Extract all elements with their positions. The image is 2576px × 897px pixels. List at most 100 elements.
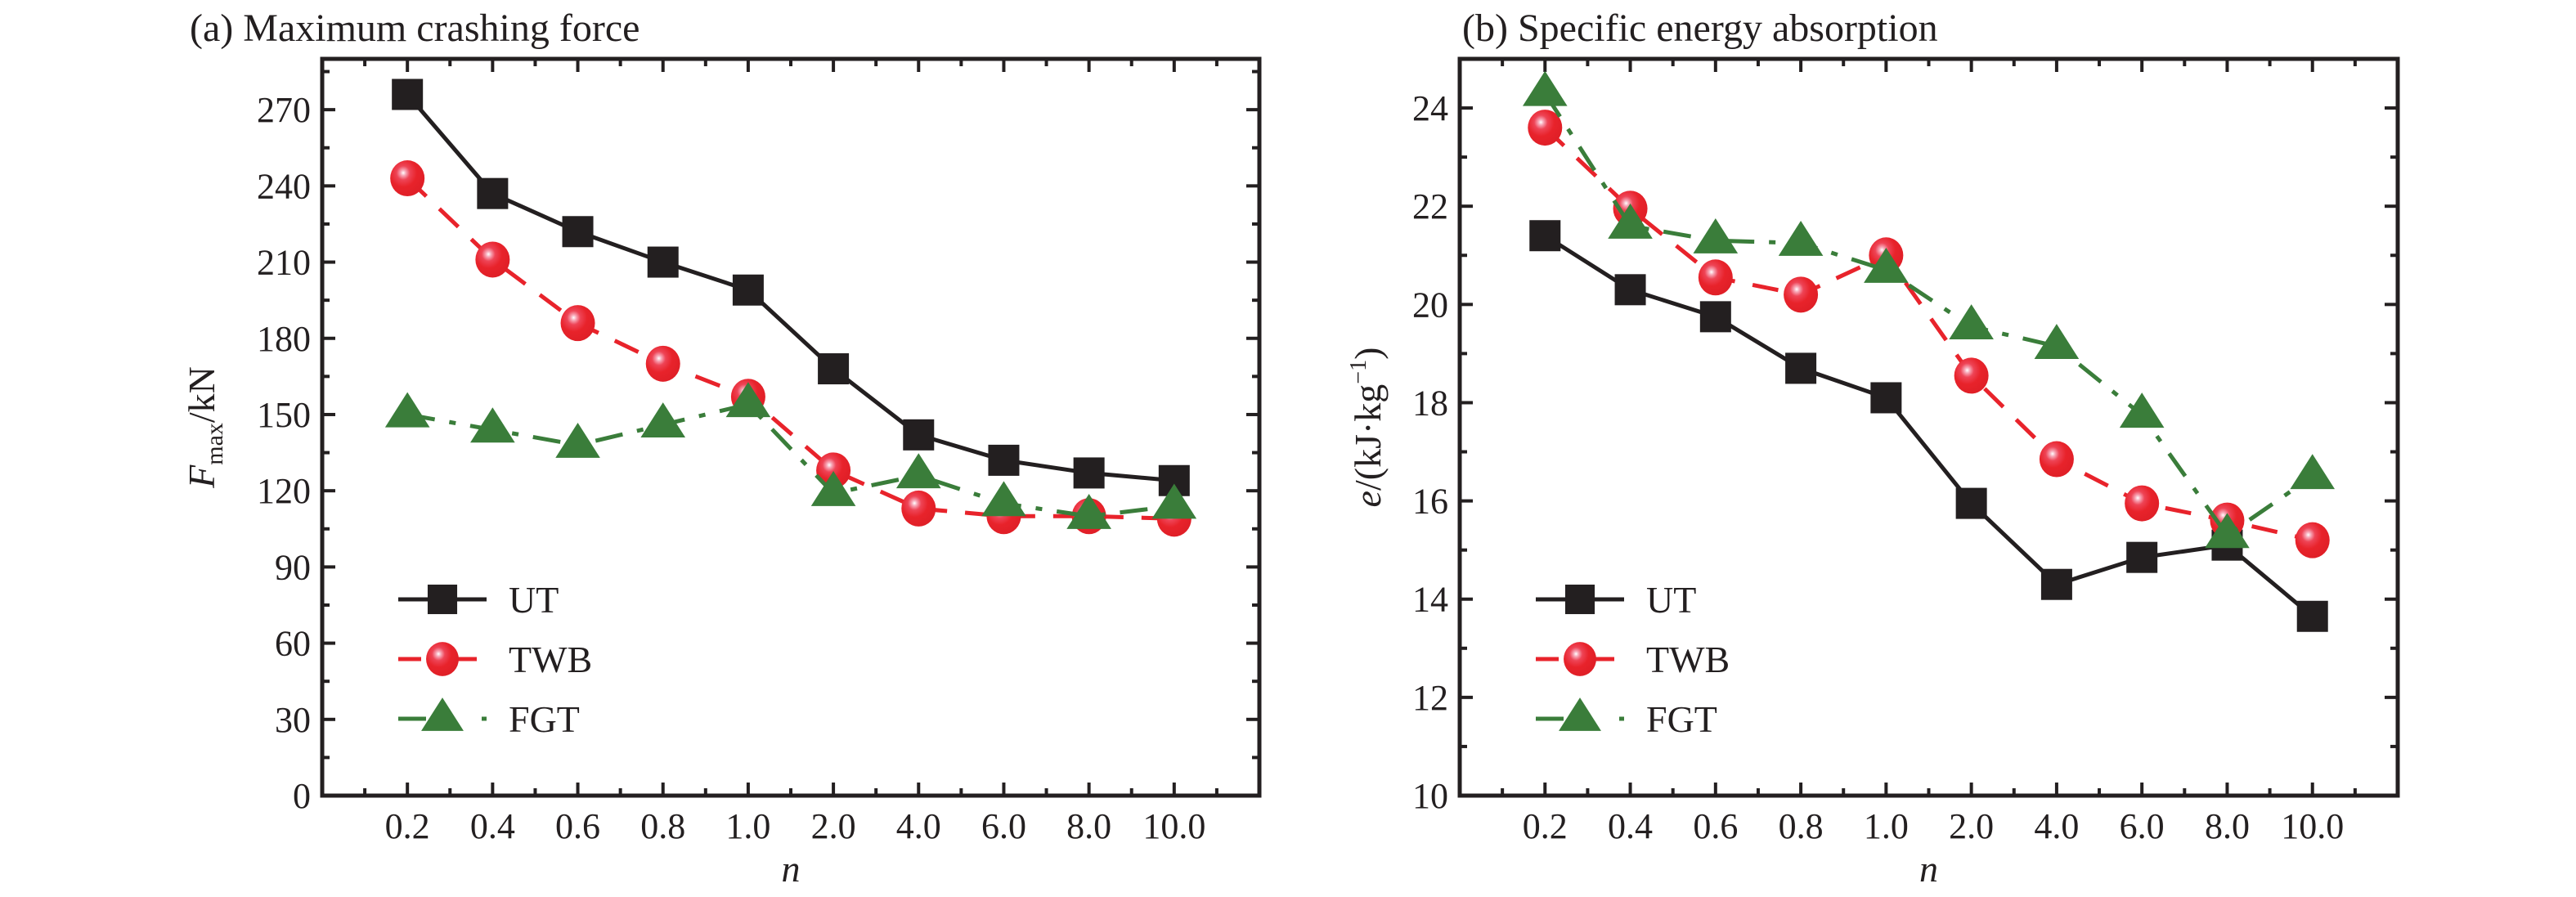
y-label-superscript: −1 <box>1346 360 1371 384</box>
data-point-ut <box>2040 568 2072 600</box>
y-tick-label: 240 <box>257 166 311 206</box>
series-fgt <box>384 382 1197 529</box>
data-point-ut <box>1614 274 1646 306</box>
x-tick-label: 0.6 <box>555 806 600 846</box>
y-tick-label: 60 <box>275 624 311 664</box>
data-point-twb <box>1784 276 1819 313</box>
data-point-fgt <box>1778 220 1824 256</box>
series-fgt <box>1522 70 2336 549</box>
legend-item-fgt: FGT <box>1536 697 1717 740</box>
data-point-ut <box>2296 600 2328 632</box>
data-point-ut <box>562 216 594 248</box>
data-point-fgt <box>1608 203 1653 239</box>
x-tick-label: 0.4 <box>1608 806 1653 846</box>
data-point-ut <box>477 177 509 209</box>
data-point-twb <box>2295 522 2330 558</box>
y-tick-label: 270 <box>257 90 311 130</box>
data-point-twb <box>1528 110 1563 146</box>
y-tick-label: 20 <box>1412 285 1448 325</box>
series-line-ut <box>406 92 1175 483</box>
legend: UT TWB FGT <box>398 579 592 740</box>
data-point-fgt <box>470 407 515 443</box>
data-point-twb <box>390 160 425 197</box>
legend-marker-square <box>427 584 458 615</box>
y-label-close: ) <box>1347 348 1389 360</box>
legend-marker-triangle <box>421 697 464 731</box>
legend-label: FGT <box>1646 698 1717 740</box>
legend-marker-circle <box>1564 642 1596 676</box>
legend-marker-triangle <box>1559 697 1601 731</box>
legend-item-ut: UT <box>1536 579 1696 621</box>
x-tick-label: 1.0 <box>725 806 770 846</box>
data-point-ut <box>818 353 850 385</box>
x-tick-label: 0.6 <box>1693 806 1738 846</box>
y-tick-label: 24 <box>1412 88 1448 128</box>
panel-b-specific-energy-absorption: (b) Specific energy absorption 0.2 0.4 0.6 0… <box>1346 7 2400 890</box>
x-tick-label: 6.0 <box>981 806 1026 846</box>
y-tick-label: 22 <box>1412 186 1448 226</box>
plot-frame <box>320 56 1262 798</box>
data-point-ut <box>2126 541 2158 573</box>
y-label-unit: /(kJ·kg <box>1347 384 1389 491</box>
y-tick-label: 10 <box>1412 776 1448 816</box>
data-point-ut <box>732 274 764 306</box>
legend-label: FGT <box>509 698 580 740</box>
legend-label: UT <box>509 579 559 621</box>
data-point-fgt <box>1693 218 1739 253</box>
data-point-twb <box>475 241 510 278</box>
x-tick-label: 8.0 <box>1066 806 1111 846</box>
legend-marker-square <box>1564 584 1595 615</box>
y-label-symbol: e <box>1347 491 1389 507</box>
data-point-fgt <box>1522 70 1568 106</box>
legend-label: UT <box>1646 579 1696 621</box>
data-point-ut <box>1699 301 1731 333</box>
data-point-twb <box>1954 357 1989 394</box>
data-point-fgt <box>555 422 600 458</box>
y-axis-label: Fmax/kN <box>181 366 228 489</box>
data-point-fgt <box>981 481 1026 517</box>
legend-marker-circle <box>426 642 459 676</box>
data-point-fgt <box>810 470 856 506</box>
legend-label: TWB <box>1646 639 1730 680</box>
data-point-twb <box>901 490 936 527</box>
data-point-twb <box>2125 485 2160 522</box>
data-point-fgt <box>1151 483 1197 519</box>
legend-item-twb: TWB <box>398 639 592 680</box>
series-line-fgt <box>1543 92 2314 539</box>
legend-label: TWB <box>509 639 592 680</box>
data-point-fgt <box>384 392 430 428</box>
x-tick-label: 8.0 <box>2205 806 2250 846</box>
x-tick-label: 2.0 <box>1949 806 1994 846</box>
y-tick-label: 16 <box>1412 482 1448 522</box>
chart-title: (a) Maximum crashing force <box>190 7 640 50</box>
data-point-ut <box>903 419 935 451</box>
x-tick-label: 0.2 <box>385 806 430 846</box>
series-ut <box>1529 220 2328 632</box>
y-tick-label: 12 <box>1412 678 1448 718</box>
y-axis-label: e/(kJ·kg−1) <box>1346 348 1389 508</box>
y-tick-label: 14 <box>1412 580 1448 620</box>
plot-frame <box>1457 56 2400 798</box>
series-twb <box>390 160 1192 537</box>
data-point-fgt <box>2034 324 2080 359</box>
x-tick-label: 1.0 <box>1864 806 1909 846</box>
data-point-fgt <box>1066 493 1111 529</box>
y-tick-label: 18 <box>1412 383 1448 423</box>
y-tick-label: 0 <box>293 776 311 816</box>
data-point-twb <box>560 305 595 342</box>
x-tick-label: 10.0 <box>2281 806 2344 846</box>
data-point-ut <box>1073 457 1105 489</box>
y-tick-label: 120 <box>257 471 311 511</box>
series-line-twb <box>1543 126 2313 543</box>
data-point-twb <box>645 345 680 382</box>
data-point-fgt <box>2290 454 2336 490</box>
data-point-fgt <box>1949 304 1994 339</box>
panel-a-max-crashing-force: (a) Maximum crashing force 0.2 0.4 0.6 0.8 1.… <box>181 7 1262 890</box>
x-tick-label: 0.8 <box>640 806 685 846</box>
x-tick-label: 6.0 <box>2120 806 2165 846</box>
x-tick-label: 2.0 <box>811 806 856 846</box>
y-tick-label: 210 <box>257 243 311 283</box>
data-point-ut <box>1870 382 1902 414</box>
data-point-fgt <box>725 382 771 418</box>
x-tick-label: 0.2 <box>1523 806 1568 846</box>
